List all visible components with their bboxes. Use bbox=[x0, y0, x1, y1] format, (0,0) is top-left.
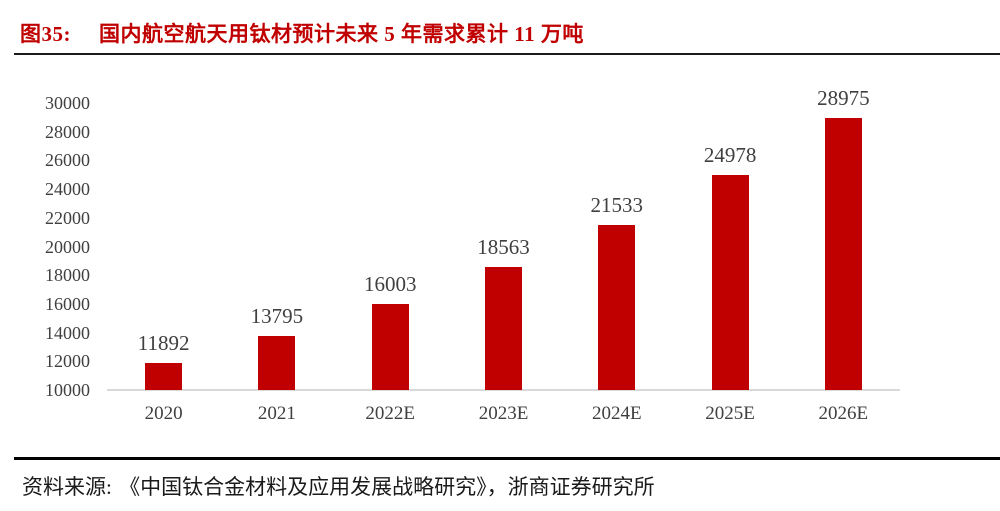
y-axis-tick-label: 14000 bbox=[45, 322, 90, 343]
y-axis-tick-label: 26000 bbox=[45, 150, 90, 171]
y-axis-tick-label: 28000 bbox=[45, 121, 90, 142]
x-axis-label: 2023E bbox=[478, 403, 529, 424]
bar-value-label: 28975 bbox=[817, 85, 870, 110]
y-axis-tick-label: 10000 bbox=[45, 380, 90, 400]
x-axis-label: 2020 bbox=[144, 403, 183, 424]
x-axis-label: 2025E bbox=[705, 403, 755, 424]
y-axis-tick-label: 16000 bbox=[45, 293, 90, 314]
x-axis-baseline bbox=[107, 389, 900, 391]
y-axis-tick-label: 30000 bbox=[45, 93, 90, 113]
bar-2022E bbox=[371, 303, 409, 390]
bar-2024E bbox=[598, 224, 636, 390]
source-divider-line bbox=[14, 457, 1000, 460]
source-note: 资料来源: 《中国钛合金材料及应用发展战略研究》，浙商证券研究所 bbox=[22, 471, 657, 501]
y-axis-tick-label: 20000 bbox=[45, 236, 90, 257]
bar-value-label: 18563 bbox=[477, 235, 530, 260]
figure-title-row: 图35: 国内航空航天用钛材预计未来 5 年需求累计 11 万吨 bbox=[20, 18, 584, 48]
y-axis-tick-label: 24000 bbox=[45, 179, 90, 200]
bar-value-label: 21533 bbox=[590, 192, 644, 217]
bar-2023E bbox=[485, 267, 522, 390]
bar-value-label: 16003 bbox=[363, 271, 417, 296]
bar-2025E bbox=[711, 175, 749, 390]
x-axis-label: 2024E bbox=[591, 403, 642, 424]
x-axis-label: 2026E bbox=[818, 403, 869, 424]
source-text: 《中国钛合金材料及应用发展战略研究》，浙商证券研究所 bbox=[119, 475, 655, 499]
x-axis-label: 2021 bbox=[257, 403, 296, 424]
bar-value-label: 24978 bbox=[703, 143, 757, 168]
figure-title: 国内航空航天用钛材预计未来 5 年需求累计 11 万吨 bbox=[99, 22, 584, 46]
bar-2026E bbox=[824, 117, 862, 390]
source-label: 资料来源: bbox=[22, 475, 112, 499]
x-axis-label: 2022E bbox=[365, 403, 415, 424]
bar-2020 bbox=[145, 362, 183, 390]
bar-value-label: 13795 bbox=[250, 303, 304, 328]
y-axis-tick-label: 22000 bbox=[45, 207, 90, 228]
figure-number: 图35: bbox=[20, 22, 71, 46]
y-axis-tick-label: 18000 bbox=[45, 265, 90, 286]
bar-value-label: 11892 bbox=[137, 330, 190, 355]
bar-2021 bbox=[258, 335, 296, 390]
y-axis-tick-label: 12000 bbox=[45, 351, 90, 372]
title-divider-line bbox=[14, 53, 1000, 55]
